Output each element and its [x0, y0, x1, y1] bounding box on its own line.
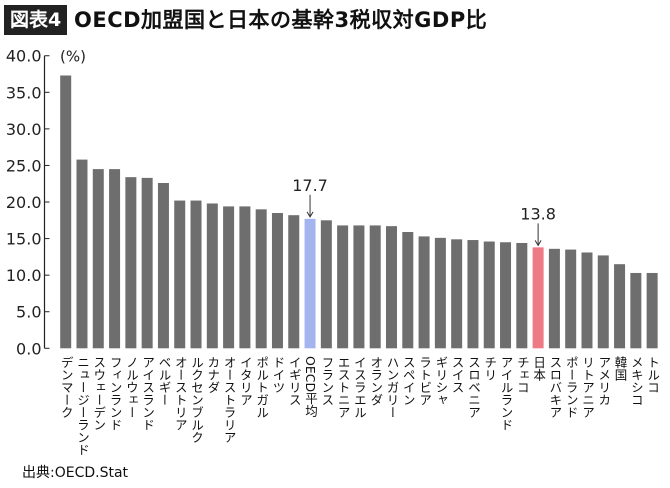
bar-7	[174, 200, 186, 349]
x-tick-label: アイスランド	[140, 356, 156, 431]
x-tick-label: ドイツ	[270, 356, 286, 394]
x-tick-label: スロベニア	[465, 356, 481, 419]
bar-4	[125, 177, 137, 349]
bar-13	[271, 212, 283, 349]
x-tick-label: スイス	[449, 356, 465, 394]
x-tick-label: ラトビア	[417, 356, 433, 406]
x-tick-label: ルクセンブルク	[189, 356, 205, 444]
x-tick-label: ニュージーランド	[74, 356, 90, 456]
source-note: 出典:OECD.Stat	[22, 465, 129, 481]
bar-35	[630, 272, 642, 349]
x-tick-label: ポルトガル	[254, 356, 270, 419]
bar-9	[206, 203, 218, 349]
bar-14	[288, 215, 300, 349]
y-tick-label: 15.0	[6, 230, 42, 249]
x-tick-label: 韓国	[612, 356, 628, 381]
x-tick-label: イタリア	[237, 356, 253, 406]
bar-0	[60, 75, 72, 349]
figure-badge: 図表4	[4, 5, 68, 35]
x-tick-label: ノルウェー	[123, 356, 139, 419]
bar-6	[157, 183, 169, 349]
x-tick-label: アイルランド	[498, 356, 514, 431]
x-tick-label: スペイン	[400, 356, 416, 406]
bar-27	[500, 242, 512, 349]
x-tick-label: カナダ	[205, 356, 221, 394]
x-tick-label: デンマーク	[58, 356, 74, 419]
bar-18	[353, 225, 365, 349]
bar-20	[386, 226, 397, 349]
x-tick-label: ハンガリー	[384, 356, 400, 419]
x-tick-label: 日本	[531, 356, 547, 381]
annotation-arrowhead	[306, 211, 314, 218]
bar-19	[369, 225, 381, 349]
x-tick-label: スロバキア	[547, 356, 563, 419]
y-tick-label: 5.0	[16, 303, 41, 322]
x-tick-label: フィンランド	[107, 356, 123, 431]
bar-3	[109, 169, 121, 349]
bar-34	[614, 264, 626, 349]
bar-23	[434, 237, 446, 349]
bar-1	[76, 159, 88, 349]
x-tick-label: OECD平均	[303, 356, 319, 418]
x-tick-label: ポーランド	[563, 356, 579, 419]
bar-17	[337, 225, 349, 349]
bar-15	[304, 218, 316, 349]
bar-16	[320, 220, 332, 349]
x-tick-label: トルコ	[645, 356, 661, 394]
x-tick-label: オランダ	[368, 356, 384, 406]
y-tick-label: 25.0	[6, 156, 42, 175]
y-tick-label: 10.0	[6, 266, 42, 285]
data-label: 17.7	[292, 176, 328, 195]
bar-24	[451, 239, 463, 349]
x-tick-label: ギリシャ	[433, 356, 449, 406]
bar-10	[223, 206, 235, 349]
bar-30	[548, 248, 560, 349]
bar-22	[418, 236, 430, 349]
x-tick-label: スウェーデン	[91, 356, 107, 431]
bar-31	[565, 249, 577, 349]
x-tick-label: オーストリア	[172, 356, 188, 431]
y-tick-label: 30.0	[6, 120, 42, 139]
x-tick-label: ベルギー	[156, 356, 172, 406]
bar-25	[467, 240, 479, 349]
x-tick-label: アメリカ	[596, 356, 612, 406]
y-tick-label: 40.0	[6, 47, 42, 66]
x-tick-label: イギリス	[286, 356, 302, 406]
x-tick-label: リトアニア	[579, 356, 595, 419]
annotation-arrowhead	[534, 240, 542, 247]
y-tick-label: 0.0	[16, 339, 41, 358]
data-label: 13.8	[520, 204, 556, 223]
x-tick-label: イスラエル	[351, 356, 367, 419]
y-axis-unit: (%)	[60, 48, 86, 66]
x-tick-label: エストニア	[335, 356, 351, 419]
x-tick-label: メキシコ	[628, 356, 644, 406]
bar-36	[646, 272, 658, 349]
x-tick-label: フランス	[319, 356, 335, 406]
bar-11	[239, 206, 251, 349]
bar-28	[516, 242, 528, 349]
x-tick-label: チェコ	[514, 356, 530, 394]
bar-33	[597, 255, 609, 349]
bar-5	[141, 177, 153, 349]
bar-29	[532, 247, 544, 349]
y-tick-label: 35.0	[6, 83, 42, 102]
x-tick-label: オーストラリア	[221, 356, 237, 444]
bar-2	[92, 169, 104, 349]
y-tick-label: 20.0	[6, 193, 42, 212]
bar-12	[255, 209, 267, 349]
bar-21	[402, 232, 414, 349]
bar-32	[581, 252, 593, 349]
chart-title: OECD加盟国と日本の基幹3税収対GDP比	[74, 8, 488, 32]
bar-8	[190, 200, 202, 349]
x-tick-label: チリ	[482, 356, 498, 381]
bar-26	[483, 241, 495, 349]
